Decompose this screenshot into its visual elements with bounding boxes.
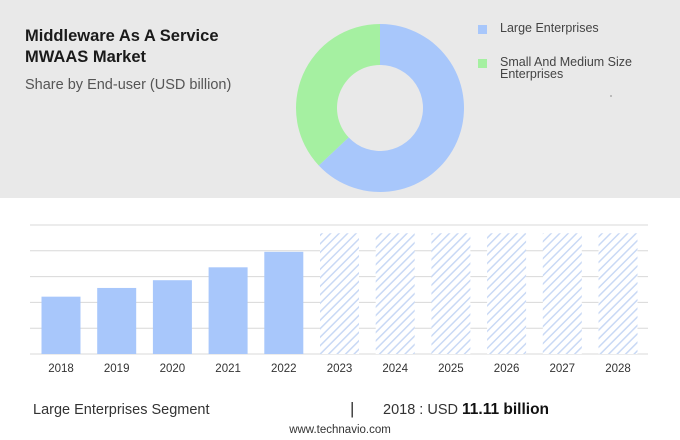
footer-value-amount: 11.11 billion <box>462 401 550 418</box>
legend-label-large: Large Enterprises <box>500 21 599 35</box>
footer-divider: | <box>350 399 355 418</box>
x-tick-label-2021: 2021 <box>215 363 241 375</box>
x-tick-label-2022: 2022 <box>271 363 297 375</box>
footer-segment-label: Large Enterprises Segment <box>33 402 210 418</box>
donut-slice-large-enterprises <box>318 24 464 192</box>
chart-title: Middleware As A Service MWAAS Market <box>25 27 219 66</box>
bar-2028 <box>598 233 638 354</box>
x-tick-label-2023: 2023 <box>327 363 353 375</box>
x-tick-label-2019: 2019 <box>104 363 130 375</box>
bar-2023 <box>320 233 359 354</box>
x-tick-label-2027: 2027 <box>550 363 576 375</box>
donut-chart <box>296 24 464 192</box>
legend-item-small-medium-enterprises: Small And Medium Size Enterprises <box>478 56 670 80</box>
legend-swatch-large <box>478 25 487 34</box>
legend-label-smb: Small And Medium Size Enterprises <box>500 55 633 81</box>
bar-2024 <box>375 233 415 354</box>
decorative-dot <box>610 95 612 97</box>
bar-2026 <box>487 233 527 354</box>
footer-value-prefix: 2018 : USD <box>383 402 458 418</box>
bar-2022 <box>264 251 304 354</box>
chart-subtitle: Share by End-user (USD billion) <box>25 77 232 93</box>
bar-2021 <box>208 267 248 354</box>
bar-2020 <box>152 280 192 354</box>
donut-slice-small-medium-enterprises <box>296 24 380 166</box>
bar-2027 <box>542 233 582 354</box>
x-tick-label-2020: 2020 <box>160 363 186 375</box>
legend-swatch-smb <box>478 59 487 68</box>
x-tick-label-2025: 2025 <box>438 363 464 375</box>
bar-2025 <box>431 233 471 354</box>
x-tick-label-2028: 2028 <box>605 363 631 375</box>
x-tick-label-2026: 2026 <box>494 363 520 375</box>
bar-2018 <box>41 296 81 354</box>
bar-2019 <box>97 287 137 354</box>
bar-chart: 2018 2019 2020 2021 2022 2023 2024 2025 2026 2027… <box>30 224 648 375</box>
x-tick-label-2018: 2018 <box>48 363 74 375</box>
source-credit: www.technavio.com <box>289 424 391 436</box>
x-tick-label-2024: 2024 <box>382 363 408 375</box>
summary-panel: Middleware As A Service MWAAS Market Sha… <box>0 0 680 198</box>
legend-item-large-enterprises: Large Enterprises <box>478 22 670 34</box>
footer-value: 2018 : USD 11.11 billion <box>383 401 549 419</box>
